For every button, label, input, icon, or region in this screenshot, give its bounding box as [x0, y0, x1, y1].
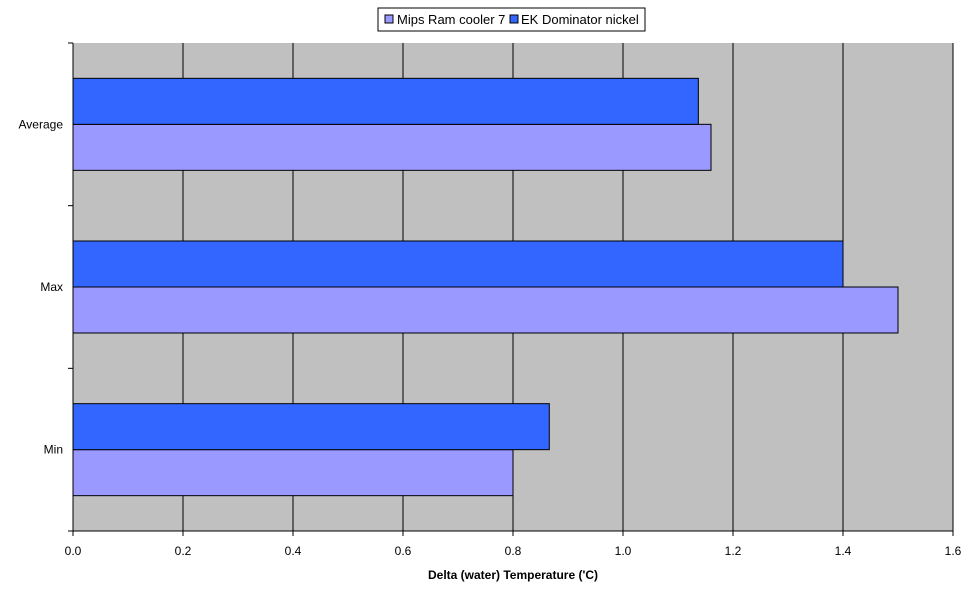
- legend-swatch-mips: [384, 14, 394, 24]
- legend: Mips Ram cooler 7 EK Dominator nickel: [377, 7, 646, 32]
- bar-ek-min: [72, 403, 550, 451]
- legend-label-ek: EK Dominator nickel: [521, 12, 639, 27]
- x-tick-label: 0.0: [65, 544, 82, 558]
- x-tick-label: 0.2: [175, 544, 192, 558]
- x-axis-ticks: 0.0 0.2 0.4 0.6 0.8 1.0 1.2 1.4 1.6: [65, 531, 962, 558]
- x-tick-label: 0.4: [285, 544, 302, 558]
- x-tick-label: 1.4: [835, 544, 852, 558]
- bar-ek-average: [72, 77, 699, 125]
- x-tick-label: 1.0: [615, 544, 632, 558]
- y-tick-label: Average: [19, 117, 64, 131]
- legend-swatch-ek: [509, 14, 519, 24]
- x-tick-label: 0.6: [395, 544, 412, 558]
- bar-mips-average: [72, 123, 712, 171]
- legend-label-mips: Mips Ram cooler 7: [397, 12, 505, 27]
- y-tick-label: Min: [44, 443, 63, 457]
- bar-mips-min: [72, 449, 514, 497]
- x-tick-label: 0.8: [505, 544, 522, 558]
- x-tick-label: 1.6: [945, 544, 962, 558]
- x-axis-title: Delta (water) Temperature ('C): [428, 568, 598, 582]
- x-tick-label: 1.2: [725, 544, 742, 558]
- y-axis-ticks: Min Max Average: [19, 42, 73, 532]
- bar-mips-max: [72, 286, 899, 334]
- bar-ek-max: [72, 240, 844, 288]
- y-tick-label: Max: [40, 280, 63, 294]
